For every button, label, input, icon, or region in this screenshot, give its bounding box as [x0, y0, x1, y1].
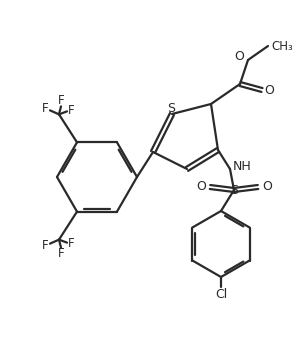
Text: F: F [68, 237, 74, 250]
Text: F: F [58, 247, 64, 260]
Text: F: F [58, 94, 64, 107]
Text: O: O [262, 181, 272, 194]
Text: S: S [230, 184, 238, 197]
Text: CH₃: CH₃ [271, 39, 293, 52]
Text: F: F [42, 239, 48, 252]
Text: Cl: Cl [215, 289, 227, 302]
Text: O: O [264, 84, 274, 97]
Text: F: F [42, 102, 48, 115]
Text: O: O [196, 181, 206, 194]
Text: F: F [68, 104, 74, 117]
Text: O: O [234, 50, 244, 63]
Text: NH: NH [232, 160, 251, 173]
Text: S: S [167, 101, 175, 114]
